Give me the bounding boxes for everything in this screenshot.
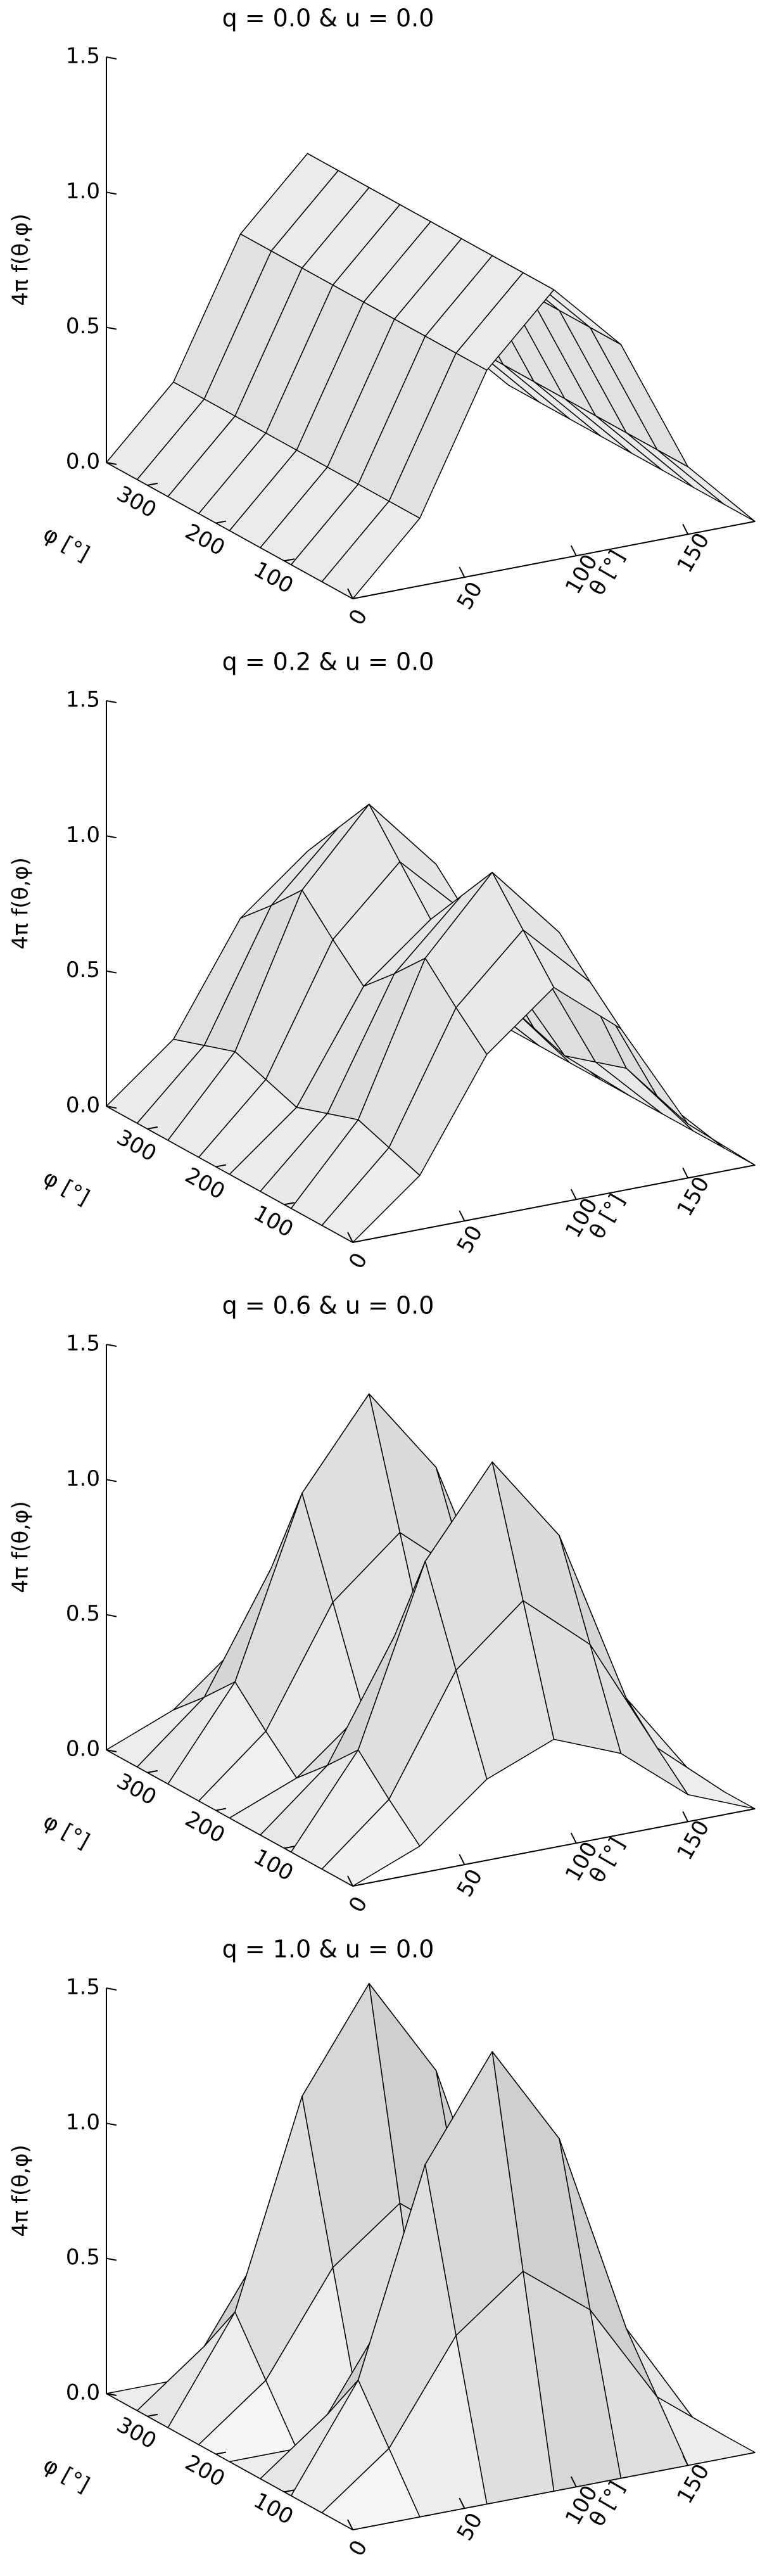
x-axis <box>352 1164 756 1243</box>
z-tick-label: 0.0 <box>66 449 100 475</box>
x-tick-label: 50 <box>452 1865 488 1901</box>
x-tick <box>682 1167 689 1178</box>
y-axis-label: φ [°] <box>39 1165 94 1211</box>
y-tick <box>147 1126 158 1130</box>
z-tick-label: 0.5 <box>66 1601 100 1626</box>
x-tick-label: 0 <box>344 605 372 630</box>
x-tick-label: 50 <box>452 578 488 614</box>
z-tick <box>106 462 117 465</box>
x-tick <box>459 566 466 578</box>
y-axis-label: φ [°] <box>39 2452 94 2498</box>
y-tick <box>147 2413 158 2417</box>
y-tick <box>215 1808 227 1811</box>
z-tick <box>106 1344 117 1347</box>
z-tick-label: 0.5 <box>66 957 100 983</box>
chart-title: q = 0.6 & u = 0.0 <box>222 1292 434 1320</box>
z-axis-label: 4π f(θ,φ) <box>8 857 34 949</box>
x-tick <box>347 1232 353 1243</box>
y-tick <box>147 482 158 486</box>
z-tick <box>106 2122 117 2126</box>
y-tick <box>215 520 227 524</box>
y-tick <box>284 1202 295 1206</box>
z-tick-label: 1.0 <box>66 822 100 848</box>
z-tick <box>106 1106 117 1109</box>
z-tick-label: 1.0 <box>66 179 100 204</box>
x-tick <box>682 1811 689 1822</box>
z-tick-label: 0.5 <box>66 2245 100 2270</box>
x-tick <box>570 1832 577 1844</box>
z-tick-label: 1.5 <box>66 1331 100 1356</box>
surface-cell <box>656 449 756 522</box>
x-tick-label: 50 <box>452 2509 488 2545</box>
x-tick <box>459 2497 466 2509</box>
y-tick <box>215 1164 227 1168</box>
z-axis-label: 4π f(θ,φ) <box>8 2145 34 2236</box>
z-axis-label: 4π f(θ,φ) <box>8 214 34 305</box>
z-tick <box>106 2257 117 2261</box>
y-tick <box>284 558 295 562</box>
surface-cell <box>321 1147 421 1243</box>
z-tick <box>106 191 117 195</box>
x-tick <box>459 1854 466 1865</box>
z-tick-label: 0.5 <box>66 314 100 339</box>
x-tick <box>570 545 577 556</box>
z-tick-label: 0.0 <box>66 1093 100 1118</box>
z-tick <box>106 1614 117 1617</box>
x-tick-label: 0 <box>344 1249 372 1273</box>
y-tick <box>147 1769 158 1773</box>
z-tick <box>106 970 117 974</box>
z-tick-label: 0.0 <box>66 1737 100 1762</box>
z-tick-label: 0.0 <box>66 2380 100 2406</box>
chart-title: q = 0.0 & u = 0.0 <box>222 4 434 32</box>
z-tick-label: 1.0 <box>66 1466 100 1491</box>
z-tick <box>106 326 117 330</box>
z-tick <box>106 1479 117 1482</box>
chart-title: q = 1.0 & u = 0.0 <box>222 1935 434 1963</box>
surface-cell <box>321 501 421 599</box>
surface-cell <box>321 2447 421 2530</box>
z-tick-label: 1.5 <box>66 44 100 69</box>
y-tick <box>284 1846 295 1849</box>
x-tick <box>570 2476 577 2487</box>
z-tick <box>106 1749 117 1752</box>
x-tick-label: 50 <box>452 1221 488 1258</box>
x-tick <box>682 523 689 535</box>
z-axis-label: 4π f(θ,φ) <box>8 1501 34 1593</box>
z-tick <box>106 835 117 839</box>
z-tick-label: 1.0 <box>66 2110 100 2135</box>
z-tick-label: 1.5 <box>66 687 100 713</box>
x-tick <box>347 1875 353 1887</box>
x-tick <box>570 1189 577 1200</box>
y-tick <box>284 2489 295 2493</box>
x-tick <box>347 588 353 599</box>
x-tick <box>459 1210 466 1221</box>
z-tick-label: 1.5 <box>66 1975 100 2000</box>
y-tick <box>215 2451 227 2455</box>
surface-cell <box>321 1799 421 1887</box>
y-axis-label: φ [°] <box>39 521 94 567</box>
x-tick <box>682 2454 689 2466</box>
y-axis-label: φ [°] <box>39 1809 94 1854</box>
x-tick-label: 0 <box>344 2536 372 2561</box>
z-tick <box>106 56 117 60</box>
x-tick-label: 0 <box>344 1892 372 1917</box>
z-tick <box>106 700 117 703</box>
z-tick <box>106 2393 117 2396</box>
z-tick <box>106 1987 117 1991</box>
x-tick <box>347 2519 353 2530</box>
chart-title: q = 0.2 & u = 0.0 <box>222 648 434 676</box>
